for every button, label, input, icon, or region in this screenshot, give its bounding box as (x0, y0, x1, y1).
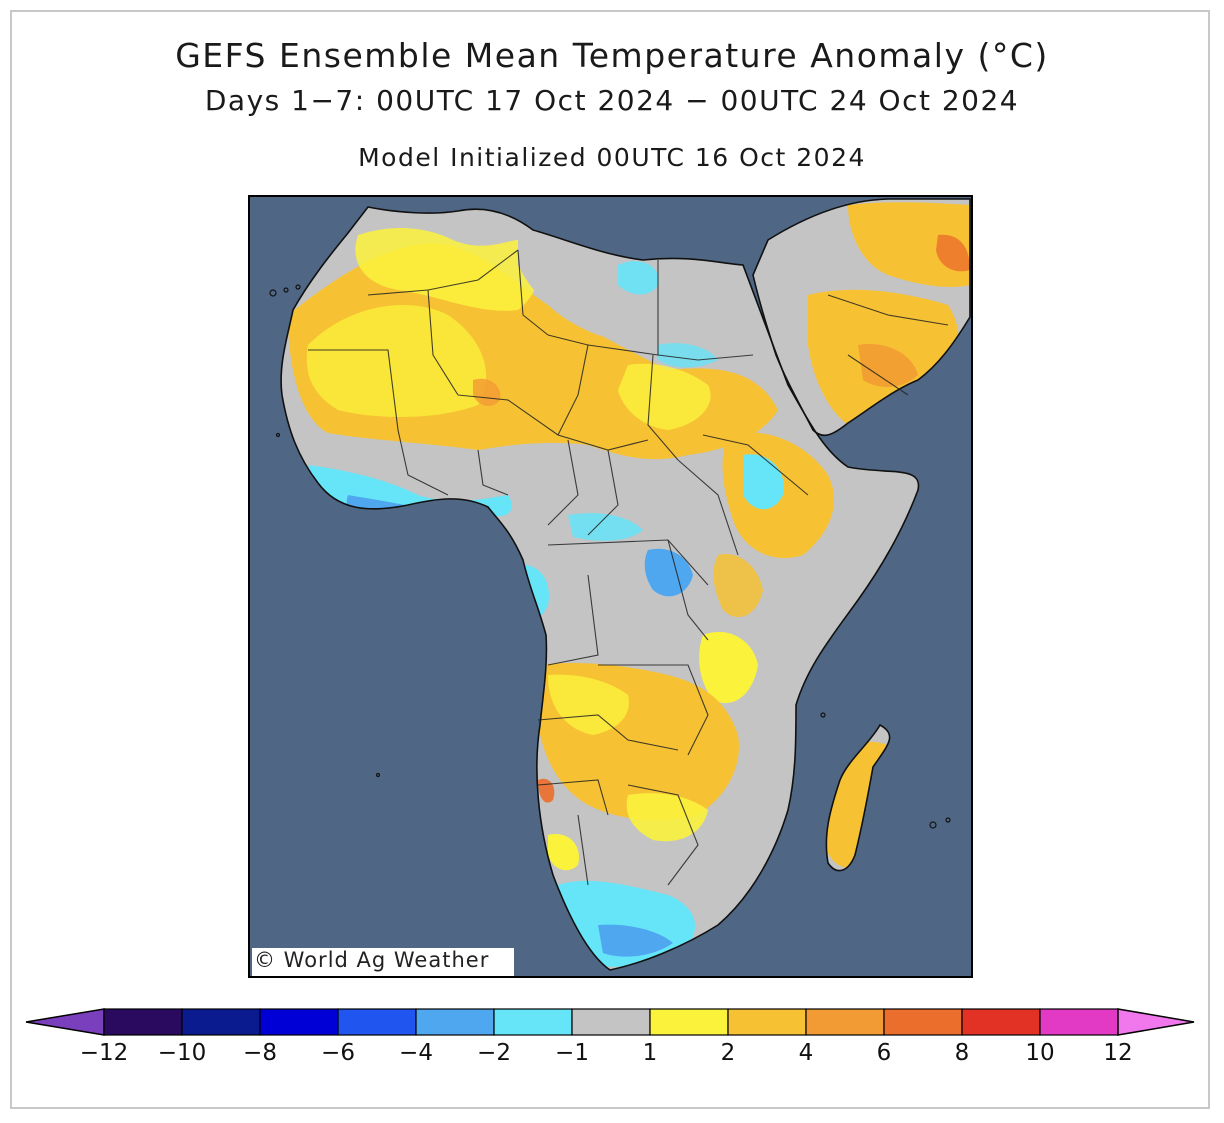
colorbar-tick-label: −1 (555, 1040, 589, 1066)
colorbar-cell (181, 1008, 261, 1036)
anomaly-shading (288, 202, 970, 967)
model-initialized-label: Model Initialized 00UTC 16 Oct 2024 (358, 143, 866, 172)
colorbar-tick-label: 2 (720, 1040, 736, 1066)
colorbar-cell (649, 1008, 729, 1036)
colorbar-tick-label: 4 (798, 1040, 814, 1066)
colorbar-cell (961, 1008, 1041, 1036)
colorbar-cell (103, 1008, 183, 1036)
colorbar-tick-label: −4 (399, 1040, 433, 1066)
date-range-subtitle: Days 1−7: 00UTC 17 Oct 2024 − 00UTC 24 O… (204, 84, 1020, 117)
colorbar-cell (727, 1008, 807, 1036)
chart-title: GEFS Ensemble Mean Temperature Anomaly (… (175, 36, 1049, 75)
colorbar-cell (1039, 1008, 1119, 1036)
colorbar-cell (805, 1008, 885, 1036)
colorbar-tick-label: 8 (954, 1040, 970, 1066)
colorbar-tick-label: −10 (157, 1040, 207, 1066)
colorbar-tick-label: −2 (477, 1040, 511, 1066)
colorbar-tick-label: −6 (321, 1040, 355, 1066)
colorbar-tick-label: 10 (1025, 1040, 1055, 1066)
colorbar-cell (493, 1008, 573, 1036)
credit-background (252, 948, 514, 976)
colorbar-tick-label: −8 (243, 1040, 277, 1066)
colorbar-extend-high (1117, 1008, 1195, 1036)
colorbar-cell (883, 1008, 963, 1036)
colorbar-extend-low (25, 1008, 105, 1036)
colorbar-cell (415, 1008, 495, 1036)
color-legend-bar (25, 1008, 1195, 1036)
colorbar-cell (571, 1008, 651, 1036)
colorbar-cell (337, 1008, 417, 1036)
islands (269, 284, 951, 829)
colorbar-tick-label: 12 (1103, 1040, 1133, 1066)
anomaly-map (248, 195, 973, 978)
colorbar-cell (259, 1008, 339, 1036)
colorbar-tick-label: −12 (79, 1040, 129, 1066)
country-borders (308, 249, 949, 886)
colorbar-tick-label: 6 (876, 1040, 892, 1066)
map-border (248, 195, 973, 978)
credit-label: © World Ag Weather (254, 948, 490, 972)
colorbar-tick-label: 1 (642, 1040, 658, 1066)
